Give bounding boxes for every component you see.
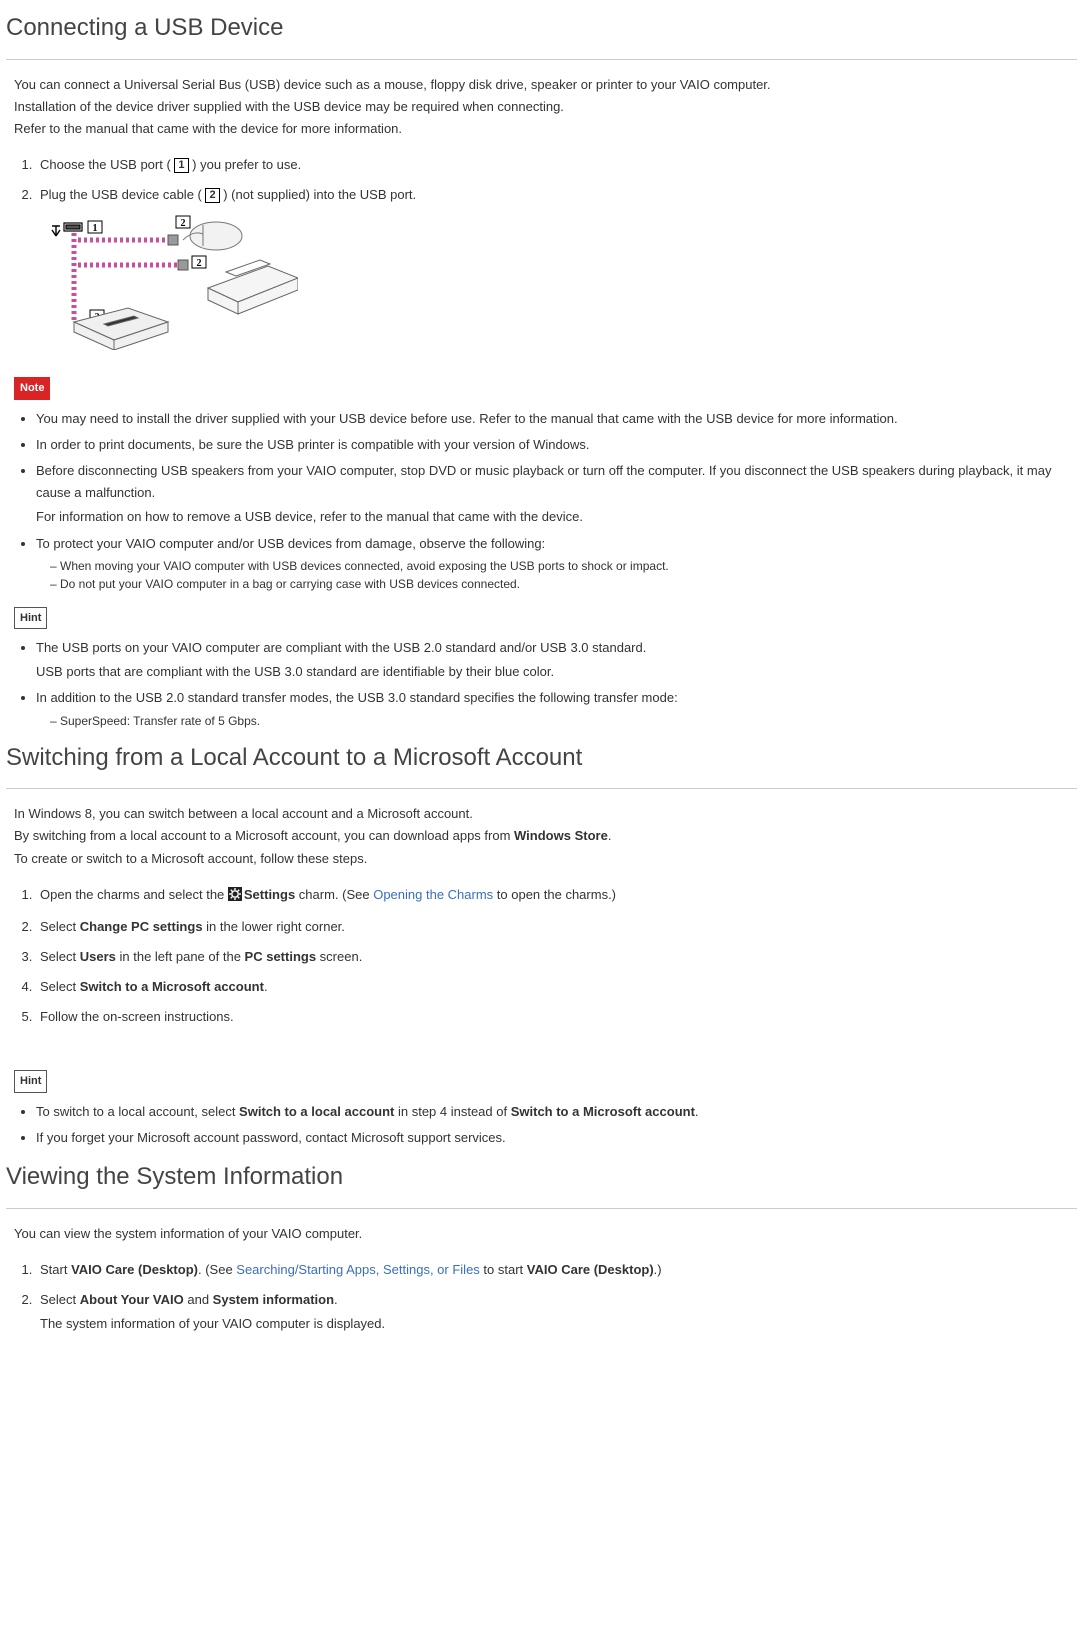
hint-text: In addition to the USB 2.0 standard tran… <box>36 690 678 705</box>
strong-text: Switch to a local account <box>239 1104 394 1119</box>
sysinfo-steps-list: Start VAIO Care (Desktop). (See Searchin… <box>14 1259 1077 1335</box>
hint-badge: Hint <box>14 1070 47 1093</box>
strong-text: Settings <box>244 887 295 902</box>
note-item: In order to print documents, be sure the… <box>36 434 1077 456</box>
strong-text: Switch to a Microsoft account <box>511 1104 695 1119</box>
step-text: to start <box>480 1262 527 1277</box>
hint-list: To switch to a local account, select Swi… <box>14 1101 1077 1149</box>
hint-text: USB ports that are compliant with the US… <box>36 661 1077 683</box>
step-text: ) (not supplied) into the USB port. <box>220 187 417 202</box>
intro-line: To create or switch to a Microsoft accou… <box>14 848 1077 870</box>
hint-item: The USB ports on your VAIO computer are … <box>36 637 1077 683</box>
step-text: . <box>334 1292 338 1307</box>
account-steps-list: Open the charms and select the Settings … <box>14 884 1077 1028</box>
strong-text: Switch to a Microsoft account <box>80 979 264 994</box>
callout-box-1: 1 <box>174 158 188 173</box>
strong-text: VAIO Care (Desktop) <box>527 1262 654 1277</box>
note-item: You may need to install the driver suppl… <box>36 408 1077 430</box>
step-text: Plug the USB device cable ( <box>40 187 205 202</box>
note-badge: Note <box>14 377 50 400</box>
callout-box-2: 2 <box>205 188 219 203</box>
step-item: Choose the USB port ( 1 ) you prefer to … <box>36 154 1077 176</box>
step-text: Start <box>40 1262 71 1277</box>
intro-block: You can connect a Universal Serial Bus (… <box>14 74 1077 140</box>
step-text: to open the charms.) <box>493 887 616 902</box>
hint-text: The USB ports on your VAIO computer are … <box>36 640 646 655</box>
step-text: Select <box>40 1292 80 1307</box>
strong-text: Windows Store <box>514 828 608 843</box>
step-item: Start VAIO Care (Desktop). (See Searchin… <box>36 1259 1077 1281</box>
usb-diagram: 1 2 2 2 <box>48 210 1077 357</box>
step-item: Select Change PC settings in the lower r… <box>36 916 1077 938</box>
step-subtext: The system information of your VAIO comp… <box>40 1313 1077 1335</box>
step-text: in the lower right corner. <box>203 919 345 934</box>
strong-text: Change PC settings <box>80 919 203 934</box>
step-text: screen. <box>316 949 362 964</box>
note-list: You may need to install the driver suppl… <box>14 408 1077 593</box>
step-item: Open the charms and select the Settings … <box>36 884 1077 908</box>
intro-line: You can view the system information of y… <box>14 1223 1077 1245</box>
hint-badge: Hint <box>14 607 47 630</box>
section-heading-usb: Connecting a USB Device <box>6 8 1077 60</box>
step-text: in the left pane of the <box>116 949 245 964</box>
strong-text: VAIO Care (Desktop) <box>71 1262 198 1277</box>
step-text: Select <box>40 919 80 934</box>
intro-block: You can view the system information of y… <box>14 1223 1077 1245</box>
strong-text: System information <box>213 1292 334 1307</box>
note-item: To protect your VAIO computer and/or USB… <box>36 533 1077 593</box>
hint-text: . <box>695 1104 699 1119</box>
note-text: To protect your VAIO computer and/or USB… <box>36 536 545 551</box>
step-text: .) <box>654 1262 662 1277</box>
hint-item: To switch to a local account, select Swi… <box>36 1101 1077 1123</box>
note-text: Before disconnecting USB speakers from y… <box>36 463 1051 500</box>
section-heading-sysinfo: Viewing the System Information <box>6 1157 1077 1209</box>
step-text: and <box>184 1292 213 1307</box>
step-item: Select Users in the left pane of the PC … <box>36 946 1077 968</box>
step-item: Plug the USB device cable ( 2 ) (not sup… <box>36 184 1077 357</box>
link-searching-apps[interactable]: Searching/Starting Apps, Settings, or Fi… <box>236 1262 480 1277</box>
svg-text:2: 2 <box>181 218 186 229</box>
step-text: . <box>264 979 268 994</box>
note-item: Before disconnecting USB speakers from y… <box>36 460 1077 528</box>
intro-text: By switching from a local account to a M… <box>14 828 514 843</box>
intro-line: By switching from a local account to a M… <box>14 825 1077 847</box>
strong-text: Users <box>80 949 116 964</box>
note-sublist: When moving your VAIO computer with USB … <box>36 557 1077 593</box>
hint-item: In addition to the USB 2.0 standard tran… <box>36 687 1077 729</box>
step-text: charm. (See <box>295 887 373 902</box>
step-item: Select About Your VAIO and System inform… <box>36 1289 1077 1335</box>
step-item: Follow the on-screen instructions. <box>36 1006 1077 1028</box>
step-text: Select <box>40 979 80 994</box>
hint-sublist: SuperSpeed: Transfer rate of 5 Gbps. <box>36 712 1077 730</box>
hint-item: If you forget your Microsoft account pas… <box>36 1127 1077 1149</box>
note-text: For information on how to remove a USB d… <box>36 506 1077 528</box>
note-subitem: When moving your VAIO computer with USB … <box>50 557 1077 575</box>
step-text: Choose the USB port ( <box>40 157 174 172</box>
step-text: Select <box>40 949 80 964</box>
intro-line: Refer to the manual that came with the d… <box>14 118 1077 140</box>
section-heading-account: Switching from a Local Account to a Micr… <box>6 738 1077 790</box>
usb-steps-list: Choose the USB port ( 1 ) you prefer to … <box>14 154 1077 357</box>
link-opening-charms[interactable]: Opening the Charms <box>373 887 493 902</box>
svg-text:2: 2 <box>197 258 202 269</box>
intro-line: In Windows 8, you can switch between a l… <box>14 803 1077 825</box>
hint-text: To switch to a local account, select <box>36 1104 239 1119</box>
intro-line: Installation of the device driver suppli… <box>14 96 1077 118</box>
strong-text: PC settings <box>245 949 317 964</box>
step-text: . (See <box>198 1262 236 1277</box>
step-text: ) you prefer to use. <box>189 157 302 172</box>
step-text: Open the charms and select the <box>40 887 228 902</box>
svg-text:1: 1 <box>93 223 98 234</box>
intro-block: In Windows 8, you can switch between a l… <box>14 803 1077 869</box>
intro-text: . <box>608 828 612 843</box>
step-item: Select Switch to a Microsoft account. <box>36 976 1077 998</box>
strong-text: About Your VAIO <box>80 1292 184 1307</box>
note-subitem: Do not put your VAIO computer in a bag o… <box>50 575 1077 593</box>
hint-text: in step 4 instead of <box>394 1104 510 1119</box>
intro-line: You can connect a Universal Serial Bus (… <box>14 74 1077 96</box>
hint-list: The USB ports on your VAIO computer are … <box>14 637 1077 729</box>
hint-subitem: SuperSpeed: Transfer rate of 5 Gbps. <box>50 712 1077 730</box>
settings-icon <box>228 886 242 908</box>
